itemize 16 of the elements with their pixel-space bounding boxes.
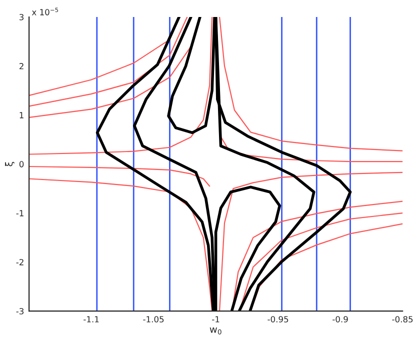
y-tick-label: 2 bbox=[19, 63, 24, 70]
x-tick-label: -0.9 bbox=[332, 316, 348, 322]
y-tick-label: -3 bbox=[16, 308, 24, 314]
x-tick-label: -0.95 bbox=[268, 316, 288, 322]
y-tick-label: 3 bbox=[20, 14, 24, 20]
x-tick-label: -1.05 bbox=[143, 316, 164, 322]
y-tick-label: 1 bbox=[20, 112, 24, 118]
y-tick-label: -2 bbox=[16, 259, 24, 266]
y-tick-label: -1 bbox=[16, 210, 24, 216]
text: x 10$^{−5}$ bbox=[32, 8, 58, 16]
x-tick-label: -1.1 bbox=[84, 316, 99, 322]
x-tick-label: -1 bbox=[212, 316, 220, 322]
y-axis-title: ξ bbox=[5, 162, 14, 166]
x-axis-title: w$_{0}$ bbox=[210, 327, 222, 334]
y-tick-label: 0 bbox=[19, 161, 24, 168]
x-tick-label: -0.85 bbox=[392, 316, 413, 322]
